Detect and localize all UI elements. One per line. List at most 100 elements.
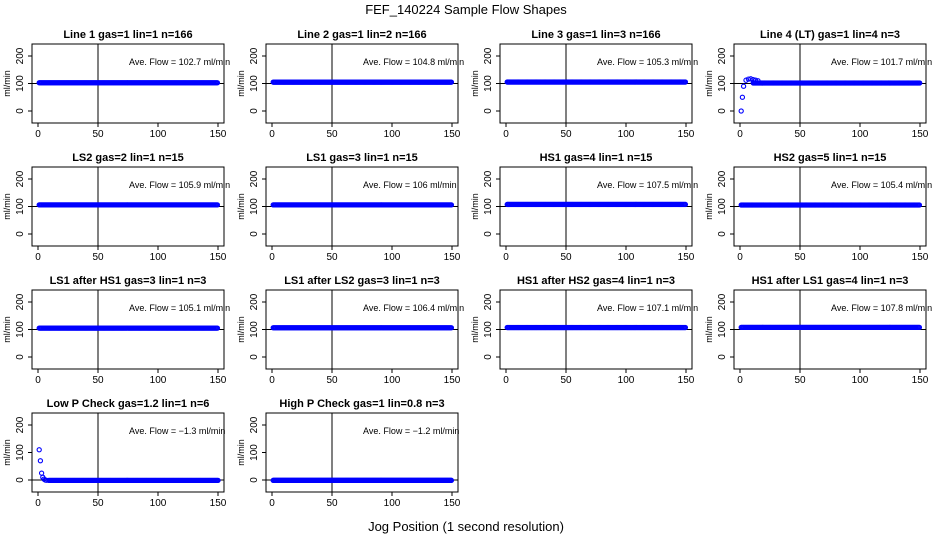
data-point xyxy=(214,202,221,208)
y-tick-label: 0 xyxy=(249,231,260,237)
data-point xyxy=(917,80,923,86)
y-tick-label: 0 xyxy=(15,231,26,237)
x-tick-label: 150 xyxy=(444,129,461,140)
data-point xyxy=(916,202,923,208)
average-flow-annotation: Ave. Flow = 107.8 ml/min xyxy=(831,303,932,313)
x-tick-label: 50 xyxy=(326,252,338,263)
data-point xyxy=(448,325,455,331)
data-point xyxy=(448,202,455,208)
average-flow-annotation: Ave. Flow = 102.7 ml/min xyxy=(129,57,230,67)
panel-title: HS1 after HS2 gas=4 lin=1 n=3 xyxy=(517,275,675,287)
average-flow-annotation: Ave. Flow = 105.9 ml/min xyxy=(129,180,230,190)
y-tick-label: 200 xyxy=(15,47,26,64)
data-point xyxy=(214,325,221,331)
x-tick-label: 150 xyxy=(444,252,461,263)
data-point xyxy=(682,201,689,208)
y-axis-label: ml/min xyxy=(2,439,12,466)
y-tick-label: 0 xyxy=(249,354,260,360)
y-axis-label: ml/min xyxy=(470,316,480,343)
x-tick-label: 100 xyxy=(852,129,869,140)
y-tick-label: 200 xyxy=(483,170,494,187)
average-flow-annotation: Ave. Flow = −1.2 ml/min xyxy=(363,426,459,436)
data-point xyxy=(448,477,455,483)
y-tick-label: 200 xyxy=(15,416,26,433)
average-flow-annotation: Ave. Flow = −1.3 ml/min xyxy=(129,426,225,436)
data-point xyxy=(738,108,744,114)
x-tick-label: 150 xyxy=(210,375,227,386)
average-flow-annotation: Ave. Flow = 104.8 ml/min xyxy=(363,57,464,67)
x-tick-label: 100 xyxy=(852,252,869,263)
x-tick-label: 0 xyxy=(503,252,509,263)
x-tick-label: 100 xyxy=(150,252,167,263)
data-point xyxy=(448,79,455,85)
y-tick-label: 200 xyxy=(483,293,494,310)
y-tick-label: 0 xyxy=(249,477,260,483)
x-tick-label: 0 xyxy=(737,129,743,140)
y-tick-label: 100 xyxy=(717,198,728,215)
y-tick-label: 100 xyxy=(483,75,494,92)
average-flow-annotation: Ave. Flow = 106 ml/min xyxy=(363,180,457,190)
panel-5: LS2 gas=2 lin=1 n=15 0 50 100 150 0 100 200ml/m… xyxy=(2,152,230,263)
y-tick-label: 200 xyxy=(15,170,26,187)
figure-xlabel: Jog Position (1 second resolution) xyxy=(368,519,564,534)
data-point xyxy=(740,83,747,89)
average-flow-annotation: Ave. Flow = 106.4 ml/min xyxy=(363,303,464,313)
data-point xyxy=(36,447,42,453)
x-tick-label: 0 xyxy=(503,375,509,386)
x-tick-label: 150 xyxy=(678,375,695,386)
y-tick-label: 100 xyxy=(483,198,494,215)
y-tick-label: 0 xyxy=(483,108,494,114)
y-tick-label: 100 xyxy=(15,444,26,461)
average-flow-annotation: Ave. Flow = 105.1 ml/min xyxy=(129,303,230,313)
panel-title: LS1 gas=3 lin=1 n=15 xyxy=(306,152,418,164)
x-tick-label: 150 xyxy=(444,375,461,386)
y-tick-label: 0 xyxy=(483,231,494,237)
x-tick-label: 150 xyxy=(210,252,227,263)
y-tick-label: 0 xyxy=(483,354,494,360)
panel-11: HS1 after HS2 gas=4 lin=1 n=3 0 50 100 150 0 1… xyxy=(470,275,698,386)
data-point xyxy=(752,77,759,83)
panel-title: HS1 gas=4 lin=1 n=15 xyxy=(540,152,653,164)
y-axis-label: ml/min xyxy=(236,70,246,97)
x-tick-label: 100 xyxy=(618,252,635,263)
x-tick-label: 0 xyxy=(269,498,275,509)
y-tick-label: 200 xyxy=(717,47,728,64)
y-tick-label: 100 xyxy=(15,321,26,338)
data-point xyxy=(215,477,221,484)
x-tick-label: 100 xyxy=(384,129,401,140)
x-tick-label: 100 xyxy=(852,375,869,386)
panel-6: LS1 gas=3 lin=1 n=15 0 50 100 150 0 100 200ml/m… xyxy=(236,152,461,263)
x-tick-label: 50 xyxy=(794,375,806,386)
panel-title: Line 3 gas=1 lin=3 n=166 xyxy=(531,29,660,41)
average-flow-annotation: Ave. Flow = 101.7 ml/min xyxy=(831,57,932,67)
x-tick-label: 150 xyxy=(912,375,929,386)
y-axis-label: ml/min xyxy=(704,193,714,220)
y-tick-label: 100 xyxy=(249,444,260,461)
x-tick-label: 0 xyxy=(35,375,41,386)
data-point xyxy=(214,80,221,86)
y-tick-label: 100 xyxy=(249,321,260,338)
x-tick-label: 0 xyxy=(503,129,509,140)
y-axis-label: ml/min xyxy=(2,193,12,220)
y-tick-label: 100 xyxy=(717,321,728,338)
data-point xyxy=(755,78,761,84)
panel-3: Line 3 gas=1 lin=3 n=166 0 50 100 150 0 100 200… xyxy=(470,29,698,140)
y-tick-label: 0 xyxy=(717,231,728,237)
y-tick-label: 200 xyxy=(249,293,260,310)
x-tick-label: 0 xyxy=(737,375,743,386)
x-tick-label: 100 xyxy=(150,375,167,386)
figure-title: FEF_140224 Sample Flow Shapes xyxy=(365,2,567,17)
y-axis-label: ml/min xyxy=(704,70,714,97)
y-axis-label: ml/min xyxy=(2,316,12,343)
x-tick-label: 100 xyxy=(150,129,167,140)
y-tick-label: 100 xyxy=(717,75,728,92)
panel-title: HS1 after LS1 gas=4 lin=1 n=3 xyxy=(752,275,909,287)
data-point xyxy=(745,76,752,82)
x-tick-label: 0 xyxy=(35,129,41,140)
panel-title: LS1 after HS1 gas=3 lin=1 n=3 xyxy=(50,275,207,287)
x-tick-label: 150 xyxy=(210,498,227,509)
panel-12: HS1 after LS1 gas=4 lin=1 n=3 0 50 100 150 0 1… xyxy=(704,275,932,386)
data-point xyxy=(682,324,689,331)
x-tick-label: 150 xyxy=(912,129,929,140)
x-tick-label: 50 xyxy=(92,252,104,263)
